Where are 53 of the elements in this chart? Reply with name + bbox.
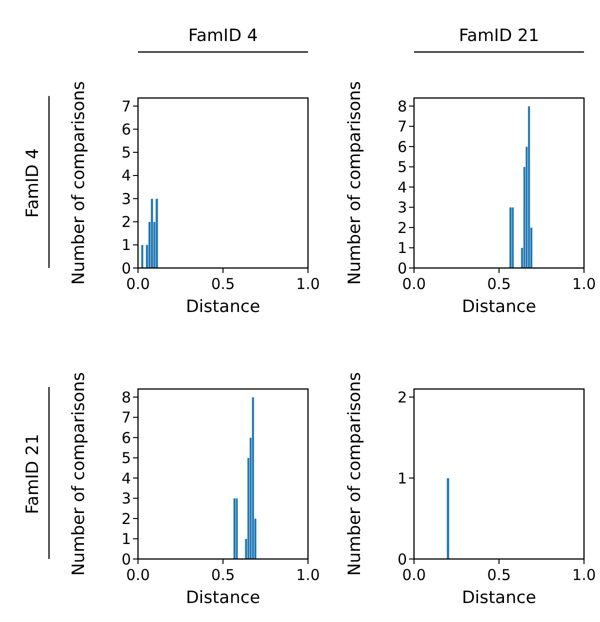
- y-axis-title: Number of comparisons: [69, 81, 89, 285]
- x-tick-label: 0.5: [487, 275, 511, 293]
- x-tick-label: 0.0: [126, 275, 150, 293]
- y-tick-label: 7: [121, 97, 131, 116]
- x-axis-title: Distance: [186, 297, 260, 317]
- y-tick-label: 3: [397, 198, 407, 217]
- x-tick-label: 0.5: [211, 275, 235, 293]
- y-tick-label: 5: [121, 144, 131, 162]
- y-tick-label: 6: [121, 120, 131, 138]
- x-axis-title: Distance: [462, 588, 536, 608]
- x-axis-title: Distance: [462, 297, 536, 317]
- y-tick-label: 0: [397, 550, 407, 568]
- y-tick-label: 6: [121, 428, 131, 447]
- x-tick-label: 1.0: [296, 275, 320, 293]
- y-tick-label: 8: [397, 97, 407, 116]
- y-tick-label: 1: [121, 530, 131, 548]
- text: FamID 4: [23, 148, 43, 218]
- y-axis-title: Number of comparisons: [69, 372, 89, 576]
- y-tick-label: 5: [121, 449, 131, 468]
- x-tick-label: 1.0: [572, 275, 596, 293]
- y-tick-label: 7: [121, 408, 131, 427]
- x-tick-label: 0.0: [402, 566, 426, 584]
- y-tick-label: 0: [121, 550, 131, 568]
- y-tick-label: 4: [121, 469, 131, 488]
- y-tick-label: 3: [121, 190, 131, 208]
- y-tick-label: 6: [397, 138, 407, 156]
- y-tick-label: 2: [121, 510, 131, 528]
- y-tick-label: 3: [121, 490, 131, 508]
- x-tick-label: 1.0: [572, 566, 596, 584]
- y-tick-label: 2: [397, 388, 407, 406]
- y-tick-label: 4: [397, 178, 407, 196]
- y-tick-label: 0: [397, 259, 407, 278]
- y-axis-title: Number of comparisons: [345, 372, 365, 576]
- x-tick-label: 0.0: [402, 275, 426, 293]
- x-tick-label: 0.0: [126, 566, 150, 584]
- chart-title: FamID 4: [188, 26, 258, 46]
- x-tick-label: 0.5: [211, 566, 235, 584]
- y-tick-label: 2: [121, 212, 131, 231]
- y-tick-label: 8: [121, 388, 131, 406]
- text: FamID 21: [23, 434, 43, 514]
- y-tick-label: 1: [121, 236, 131, 254]
- x-axis-title: Distance: [186, 588, 260, 608]
- y-axis-title: Number of comparisons: [345, 81, 365, 285]
- y-tick-label: 0: [121, 259, 131, 278]
- y-tick-label: 4: [121, 166, 131, 185]
- y-tick-label: 2: [397, 218, 407, 237]
- x-tick-label: 1.0: [296, 566, 320, 584]
- y-tick-label: 1: [397, 239, 407, 258]
- y-tick-label: 1: [397, 469, 407, 488]
- y-tick-label: 7: [397, 118, 407, 136]
- y-tick-label: 5: [397, 158, 407, 176]
- x-tick-label: 0.5: [487, 566, 511, 584]
- chart-title: FamID 21: [458, 26, 540, 46]
